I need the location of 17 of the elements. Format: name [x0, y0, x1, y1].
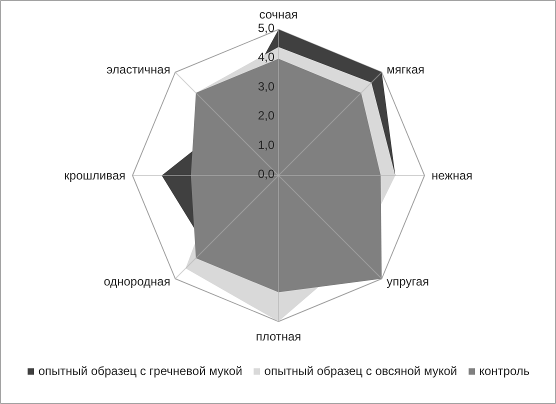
legend-label: опытный образец с гречневой мукой	[38, 364, 242, 378]
spoke-label: упругая	[386, 274, 430, 289]
spoke-label: мягкая	[386, 62, 424, 76]
y-tick-label: 1,0	[258, 138, 275, 152]
y-tick-label: 5,0	[258, 21, 275, 35]
y-tick-label: 3,0	[258, 79, 275, 94]
spoke-label: крошливая	[64, 168, 126, 182]
spoke-label: нежная	[432, 168, 472, 182]
y-tick-label: 4,0	[258, 50, 275, 64]
y-tick-label: 2,0	[258, 108, 275, 123]
legend-label: опытный образец с овсяной мукой	[264, 364, 458, 378]
y-tick-label: 0,0	[258, 167, 275, 181]
spoke-label: однородная	[104, 274, 170, 289]
spoke-label: сочная	[259, 8, 298, 22]
spoke-label: плотная	[256, 330, 302, 344]
spoke-label: эластичная	[106, 62, 170, 76]
legend-label: контроль	[479, 364, 530, 378]
